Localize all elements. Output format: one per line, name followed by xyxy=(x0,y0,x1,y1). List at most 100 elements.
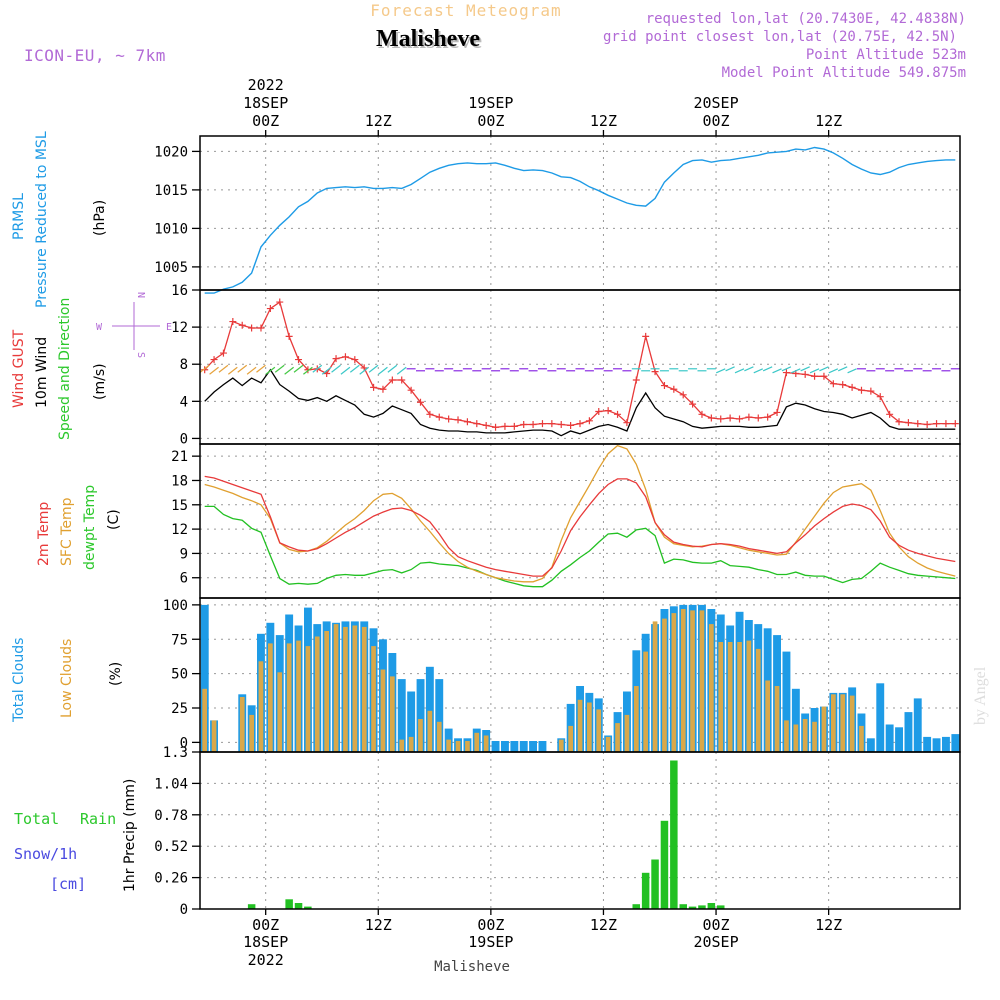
gust-marker-79 xyxy=(942,420,950,428)
top-time-hour-5: 12Z xyxy=(815,112,842,130)
wind-arrow-2 xyxy=(218,364,229,373)
gust-marker-70 xyxy=(857,386,865,394)
gust-marker-7 xyxy=(266,305,274,313)
low-cloud-bar-58 xyxy=(746,640,752,752)
low-cloud-bar-19 xyxy=(380,669,386,752)
low-cloud-bar-48 xyxy=(652,621,658,752)
wind-ytick-label-1: 12 xyxy=(171,320,188,336)
gust-marker-8 xyxy=(276,298,284,306)
low-cloud-bar-23 xyxy=(418,719,423,752)
low-cloud-bar-67 xyxy=(831,694,836,753)
low-cloud-bar-62 xyxy=(784,720,789,752)
low-cloud-bar-40 xyxy=(577,699,583,753)
low-cloud-bar-27 xyxy=(455,741,461,752)
total-cloud-bar-76 xyxy=(913,698,922,752)
total-cloud-bar-32 xyxy=(501,741,509,752)
wind-arrow-3 xyxy=(227,366,238,375)
low-cloud-bar-41 xyxy=(587,702,592,752)
low-cloud-bar-52 xyxy=(690,610,695,752)
precip-ytick-label-4: 0.26 xyxy=(154,871,188,887)
pressure-ytick-label-2: 1010 xyxy=(154,221,188,237)
low-cloud-bar-20 xyxy=(390,676,395,752)
point-altitude: Point Altitude 523m xyxy=(806,47,966,63)
wind-arrow-63 xyxy=(791,368,801,374)
pressure-label-prmsl: PRMSL xyxy=(11,193,27,240)
bottom-time-hour-2: 00Z xyxy=(477,916,504,934)
gust-marker-54 xyxy=(707,414,715,422)
precip-ytick-label-3: 0.52 xyxy=(154,839,188,855)
gust-marker-6 xyxy=(257,324,265,332)
gust-marker-47 xyxy=(642,332,650,340)
gust-marker-40 xyxy=(576,420,584,428)
temp-ytick-label-1: 18 xyxy=(171,473,188,489)
low-cloud-bar-9 xyxy=(286,643,292,752)
low-cloud-bar-29 xyxy=(474,732,480,753)
wind-arrow-9 xyxy=(284,366,295,375)
data-layer xyxy=(199,146,960,909)
low-cloud-bar-59 xyxy=(755,648,761,752)
wind-arrow-11 xyxy=(303,366,313,375)
low-cloud-bar-15 xyxy=(343,626,348,752)
top-time-hour-0: 00Z xyxy=(252,112,279,130)
wind-10m-line xyxy=(204,368,956,437)
compass-n: N xyxy=(135,292,146,298)
wind-10m-label: 10m Wind xyxy=(34,337,50,408)
temp-sfc-label: SFC Temp xyxy=(59,497,75,566)
precip-ytick-label-2: 0.78 xyxy=(154,808,188,824)
grid-point: grid point closest lon,lat (20.75E, 42.5… xyxy=(603,29,957,45)
gust-marker-46 xyxy=(632,376,640,384)
total-cloud-bar-35 xyxy=(529,741,537,752)
pressure-unit: (hPa) xyxy=(92,200,108,236)
top-time-hour-1: 12Z xyxy=(365,112,392,130)
wind-arrow-7 xyxy=(265,366,276,375)
wind-arrow-61 xyxy=(772,368,782,374)
low-cloud-bar-6 xyxy=(258,661,264,753)
gust-marker-37 xyxy=(548,420,556,428)
low-cloud-bar-26 xyxy=(446,739,451,752)
low-cloud-bar-7 xyxy=(268,643,273,752)
footer-location: Malisheve xyxy=(434,959,510,975)
gust-marker-43 xyxy=(604,407,612,415)
precip-snow-label: Snow/1h xyxy=(14,845,77,863)
total-cloud-bar-25 xyxy=(435,679,444,752)
gust-marker-32 xyxy=(501,422,509,430)
wind-unit: (m/s) xyxy=(92,363,108,400)
gust-marker-39 xyxy=(567,421,575,429)
gust-marker-31 xyxy=(492,423,500,431)
gust-marker-67 xyxy=(829,380,837,388)
low-cloud-bar-50 xyxy=(671,613,677,752)
rain-bar-48 xyxy=(651,859,659,909)
wind-ytick-label-4: 0 xyxy=(180,431,188,447)
low-cloud-bar-16 xyxy=(352,625,358,752)
wind-ytick-label-2: 8 xyxy=(180,357,188,373)
total-cloud-bar-72 xyxy=(876,683,885,753)
low-cloud-bar-46 xyxy=(634,686,639,752)
pressure-label-long: Pressure Reduced to MSL xyxy=(34,131,50,308)
pressure-ytick-label-1: 1015 xyxy=(154,183,188,199)
low-cloud-bar-66 xyxy=(821,706,827,752)
total-cloud-bar-75 xyxy=(904,712,913,752)
low-cloud-bar-65 xyxy=(812,721,817,753)
bottom-time-day-0: 18SEP xyxy=(243,933,288,951)
wind-arrow-17 xyxy=(359,366,370,375)
compass-w: W xyxy=(96,322,103,333)
compass-s: S xyxy=(135,352,146,358)
low-cloud-bar-0 xyxy=(202,688,207,753)
super-title: Forecast Meteogram xyxy=(370,1,561,20)
low-cloud-bar-12 xyxy=(314,636,320,752)
rain-bar-49 xyxy=(660,820,669,909)
temp-dew-label: dewpt Temp xyxy=(82,485,98,570)
rain-bar-54 xyxy=(707,903,716,909)
requested-point: requested lon,lat (20.7430E, 42.4838N) xyxy=(646,11,966,27)
wind-arrow-68 xyxy=(837,366,848,372)
gust-marker-38 xyxy=(557,421,565,429)
top-time-year-0: 2022 xyxy=(248,76,284,94)
wind-arrow-19 xyxy=(378,366,388,375)
low-cloud-bar-4 xyxy=(239,697,245,752)
total-cloud-bar-77 xyxy=(923,736,932,752)
temp-ytick-label-2: 15 xyxy=(171,498,188,514)
total-cloud-bar-73 xyxy=(885,724,894,752)
gust-marker-25 xyxy=(435,413,443,421)
gust-marker-71 xyxy=(867,387,875,395)
grid-layer xyxy=(200,136,960,910)
